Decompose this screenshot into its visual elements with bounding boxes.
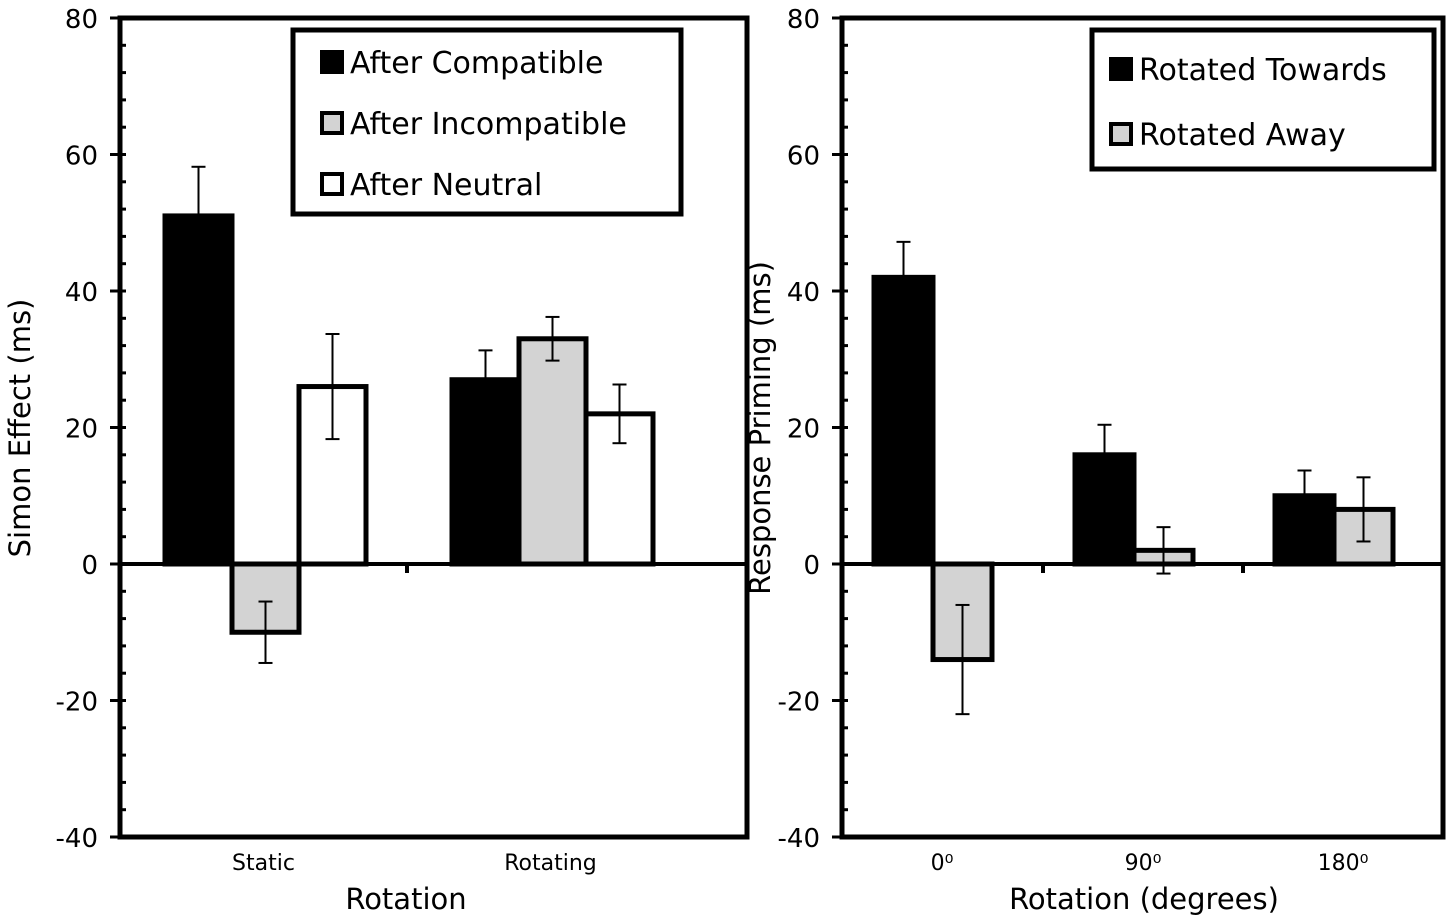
- y-tick-label: 40: [65, 278, 98, 308]
- legend-swatch: [320, 50, 344, 74]
- bar: [162, 213, 235, 567]
- legend-box: [290, 27, 684, 217]
- legend: After Compatible After Incompatible After …: [290, 27, 684, 217]
- legend-label: After Neutral: [350, 168, 542, 203]
- y-tick-label: 80: [787, 5, 820, 35]
- legend: Rotated Towards Rotated Away: [1089, 27, 1437, 172]
- y-tick-label: 0: [803, 551, 820, 581]
- x-tick-label: 180⁰: [1318, 851, 1369, 876]
- y-tick-label: 40: [787, 278, 820, 308]
- chart-simon-effect: Simon Effect (ms) Rotation -40 -20 0 20 40 60…: [3, 5, 750, 916]
- y-tick-label: -20: [778, 688, 820, 718]
- y-tick-label: 60: [65, 142, 98, 172]
- y-tick-label: 20: [65, 415, 98, 445]
- y-tick-label: 20: [787, 415, 820, 445]
- legend-swatch: [1109, 57, 1133, 81]
- x-tick-label: 90⁰: [1125, 851, 1162, 876]
- y-tick-label: -20: [56, 688, 98, 718]
- y-tick-label: -40: [778, 824, 820, 854]
- y-tick-label: 80: [65, 5, 98, 35]
- y-tick-label: -40: [56, 824, 98, 854]
- legend-swatch: [320, 172, 344, 196]
- y-tick-label: 0: [81, 551, 98, 581]
- plot-frame: [839, 15, 1446, 840]
- plot-frame: [117, 15, 750, 840]
- bar: [871, 274, 936, 567]
- legend-swatch: [1109, 122, 1133, 146]
- legend-label: Rotated Away: [1139, 118, 1346, 153]
- legend-label: After Incompatible: [350, 107, 627, 142]
- x-axis-title: Rotation (degrees): [1009, 882, 1279, 916]
- x-tick-label: 0⁰: [931, 851, 954, 876]
- x-axis-title: Rotation: [345, 882, 466, 916]
- y-tick-label: 60: [787, 142, 820, 172]
- x-tick-label: Static: [232, 851, 295, 876]
- legend-label: Rotated Towards: [1139, 53, 1387, 88]
- bar: [516, 336, 589, 567]
- legend-box: [1089, 27, 1437, 172]
- chart-response-priming: Response Priming (ms) Rotation (degrees)…: [743, 5, 1446, 916]
- y-axis-title: Simon Effect (ms): [3, 299, 37, 558]
- legend-label: After Compatible: [350, 46, 603, 81]
- x-tick-label: Rotating: [504, 851, 597, 876]
- y-axis-title: Response Priming (ms): [743, 261, 777, 595]
- legend-swatch: [320, 111, 344, 135]
